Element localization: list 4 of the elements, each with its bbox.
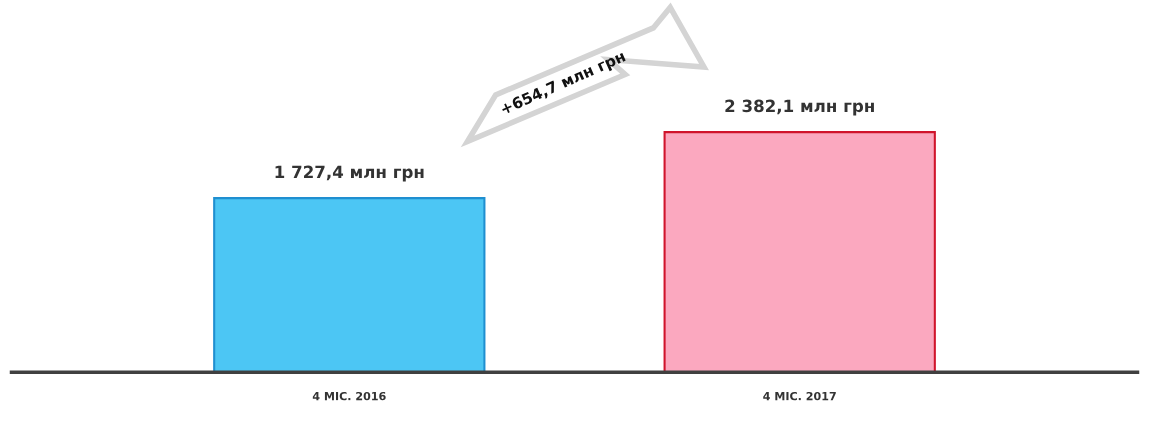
x-tick-label: 4 МІС. 2016	[312, 391, 386, 401]
data-label: 2 382,1 млн грн	[725, 99, 874, 116]
data-label: 1 727,4 млн грн	[275, 165, 424, 182]
x-tick-label: 4 МІС. 2017	[763, 391, 836, 401]
